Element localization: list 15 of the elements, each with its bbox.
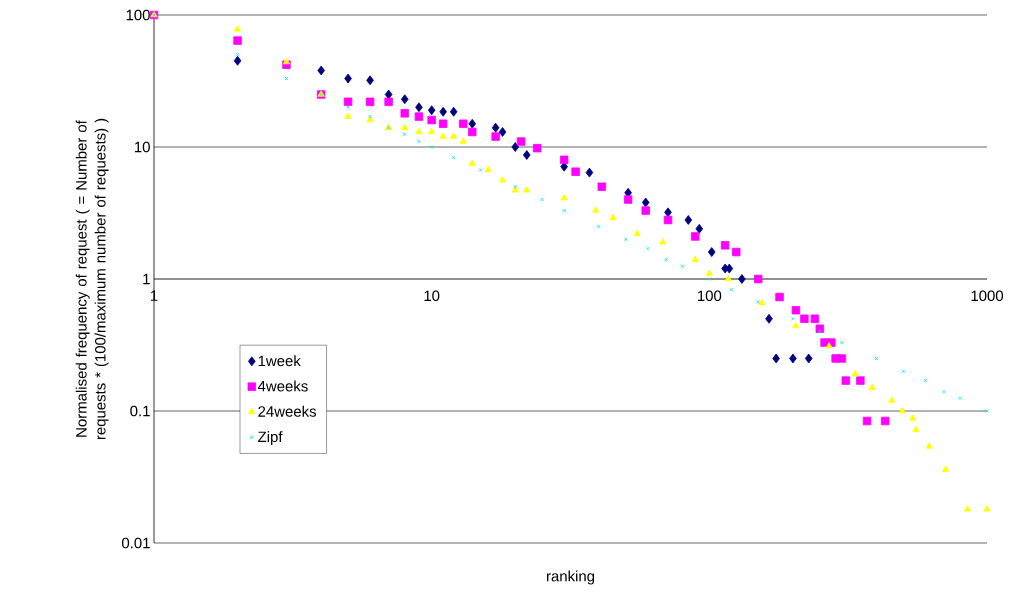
y-tick-label: 100 [126,9,150,21]
x-tick-label: 1000 [971,290,1004,302]
y-tick-label: 0.1 [130,405,150,417]
legend-label: Zipf [258,431,283,446]
y-tick-label: 10 [135,141,150,153]
legend-label: 4weeks [257,380,308,392]
y-tick-label: 1 [143,273,150,285]
x-tick-label: 100 [698,290,722,302]
x-axis-title: ranking [546,570,595,585]
legend-label: 1week [258,355,301,367]
legend-label: 24weeks [258,405,317,417]
x-tick-label: 1 [150,290,158,301]
y-axis-title: Normalised frequency of request ( = Number of requests * (100/maximum number of requests) ) [75,118,109,440]
y-tick-label: 0.01 [121,537,150,549]
x-tick-label: 10 [424,290,440,302]
